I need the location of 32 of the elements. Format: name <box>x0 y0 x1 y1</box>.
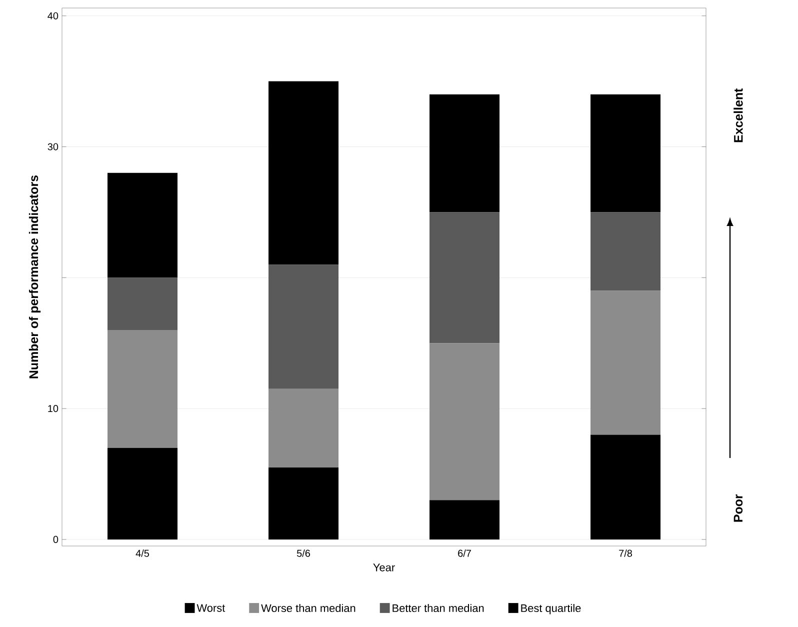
text: Poor <box>734 494 743 522</box>
bar <box>590 212 661 291</box>
bar <box>268 388 339 468</box>
bar <box>268 264 339 389</box>
bar <box>108 330 178 448</box>
bar <box>108 172 178 278</box>
bar <box>268 467 339 540</box>
bar <box>590 434 661 540</box>
bar <box>108 278 178 330</box>
text: Excellent <box>734 88 743 142</box>
bar <box>430 343 500 500</box>
bar <box>430 94 500 212</box>
x-tick-label: 7/8 <box>619 550 632 557</box>
bar <box>590 94 661 212</box>
x-tick-label: 6/7 <box>458 550 471 557</box>
x-tick-label: 4/5 <box>136 550 150 557</box>
legend-label: Worst <box>196 604 226 612</box>
y-axis-title: Number of performance indicators <box>28 175 41 378</box>
bar <box>430 500 500 540</box>
legend-label: Worse than median <box>261 604 356 612</box>
bar <box>268 81 339 265</box>
y-tick-label: 0 <box>53 536 58 543</box>
bar <box>108 448 178 540</box>
x-axis-title: Year <box>373 564 395 572</box>
y-tick-label: 10 <box>48 405 58 412</box>
y-tick-label: 30 <box>48 143 58 150</box>
bar <box>590 290 661 435</box>
bar <box>430 212 500 344</box>
legend-label: Best quartile <box>521 604 581 614</box>
legend-label: Better than median <box>392 604 484 612</box>
x-tick-label: 5/6 <box>296 550 310 557</box>
y-tick-label: 40 <box>48 12 58 20</box>
